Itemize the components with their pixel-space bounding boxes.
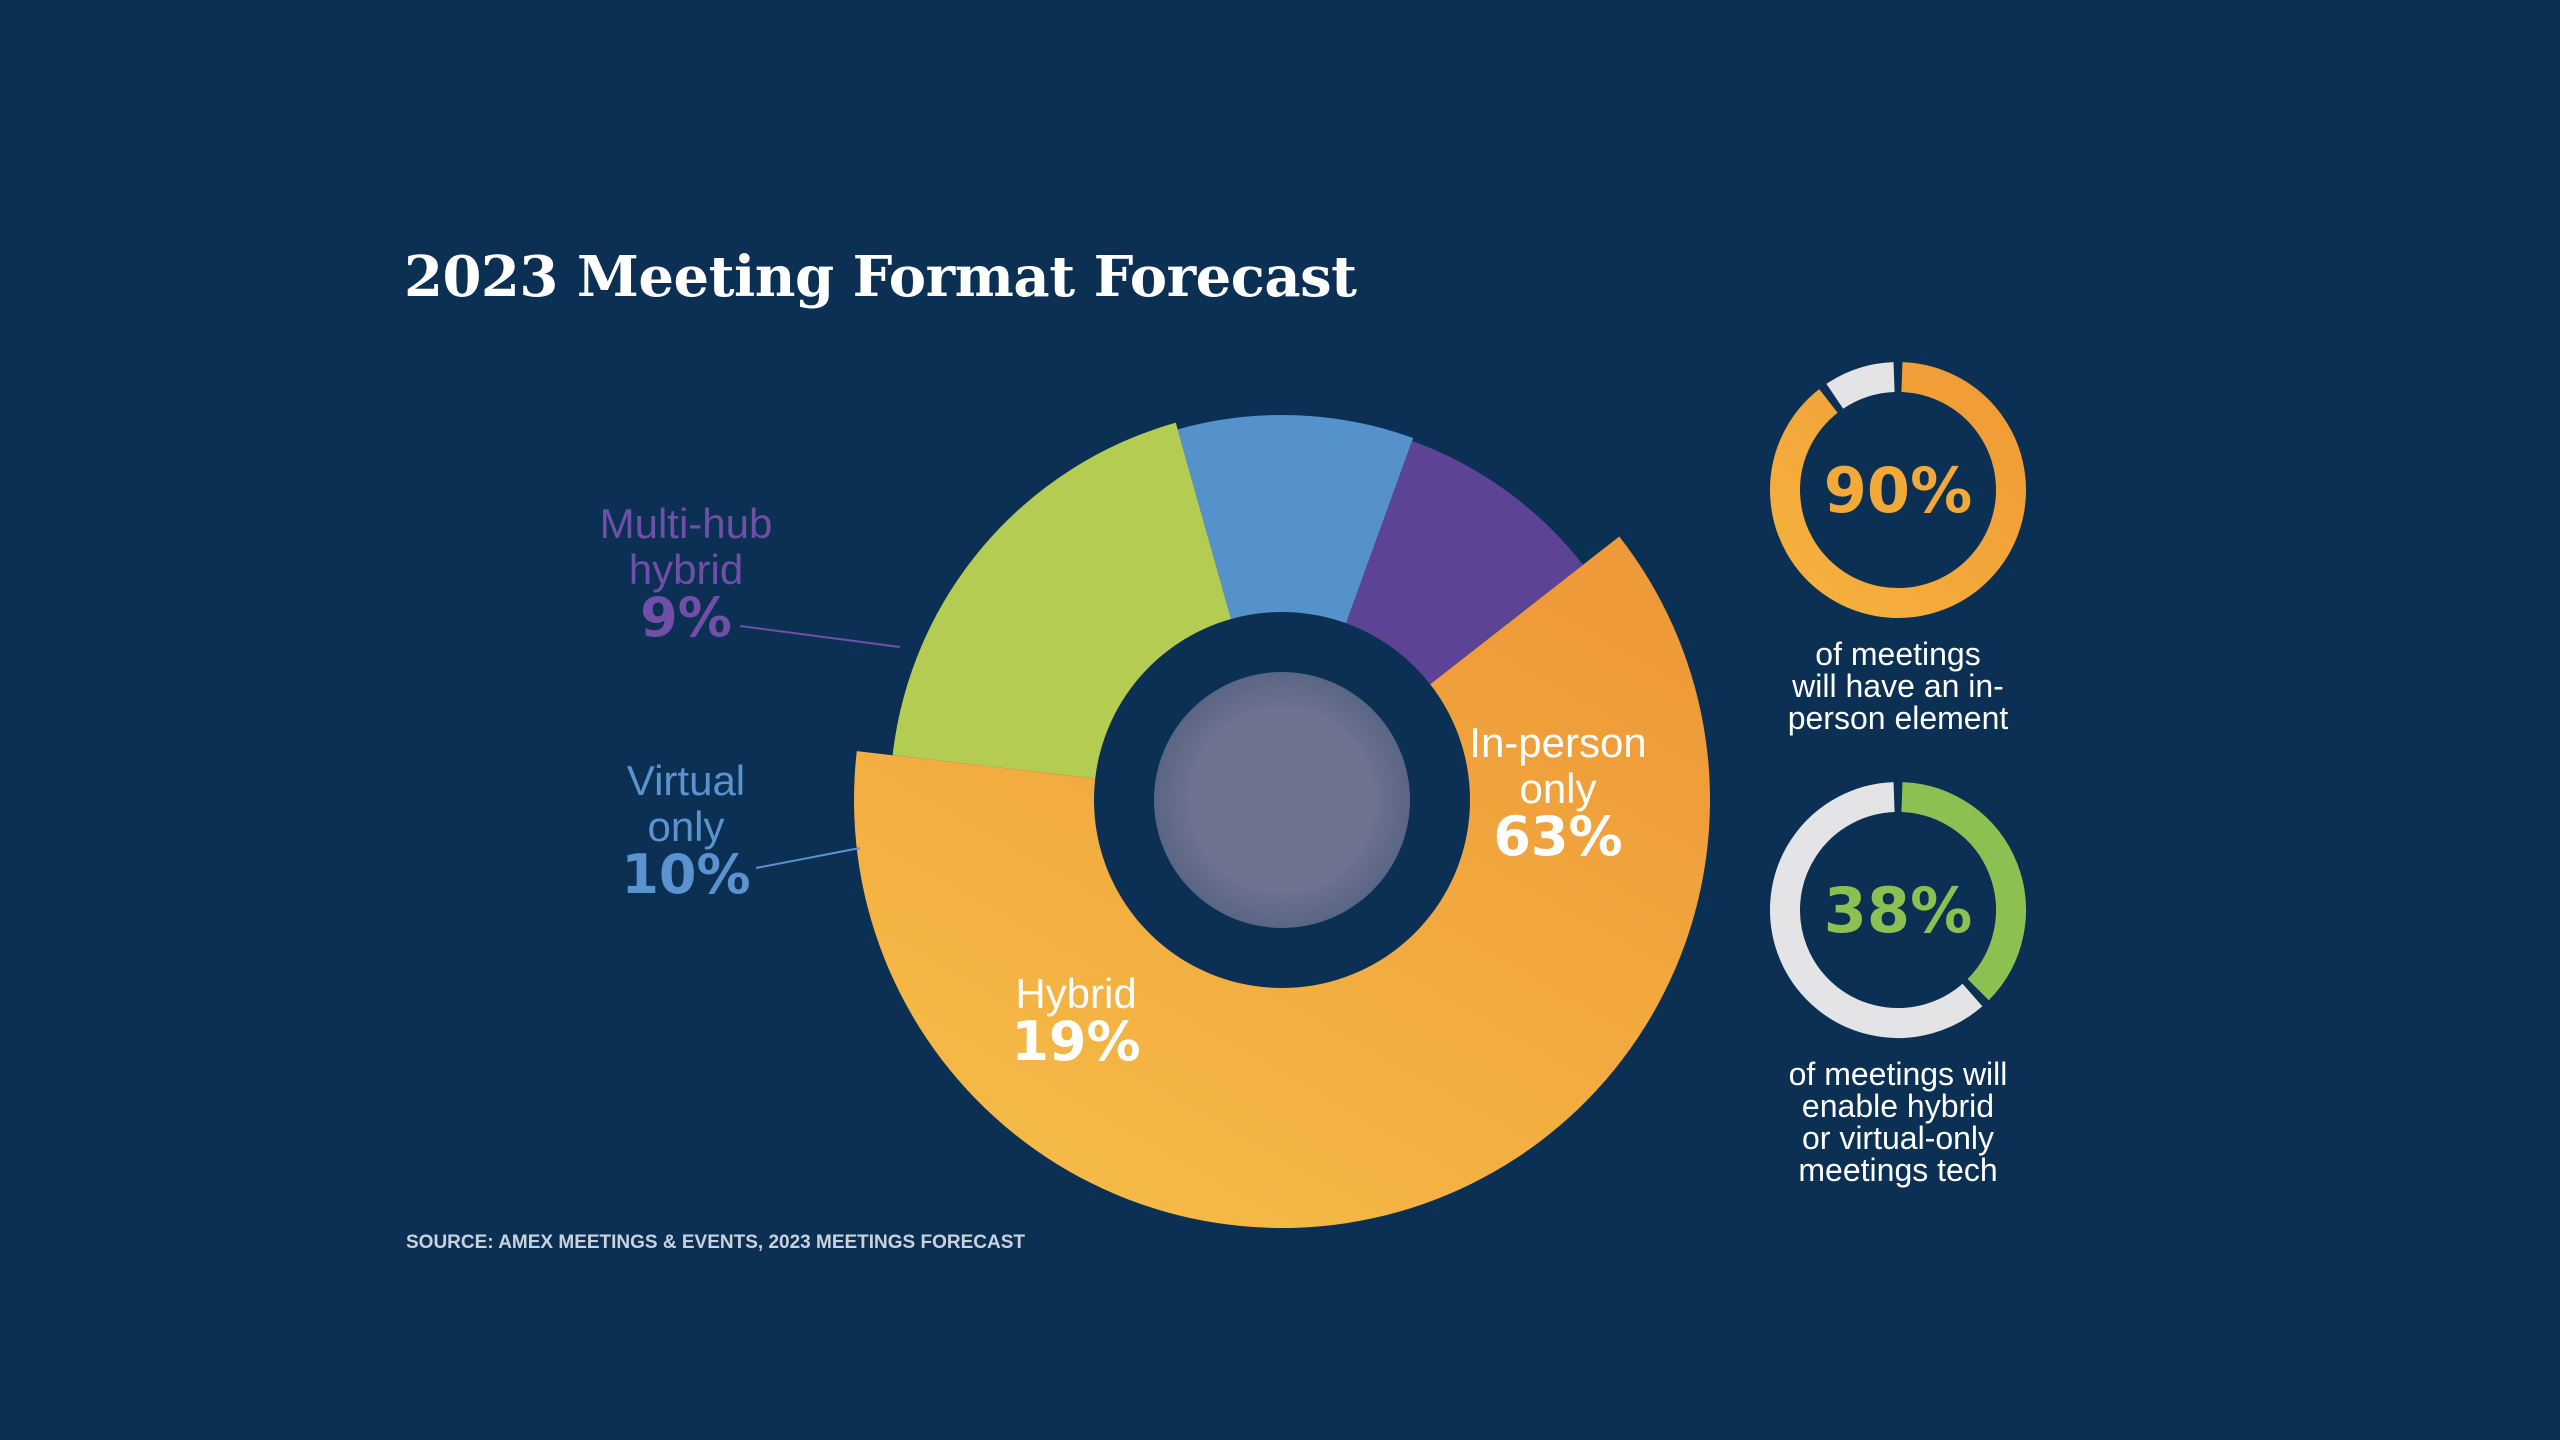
gauge-caption-line-1: of meetings [1815, 636, 1981, 672]
slice-value-hybrid: 19% [1011, 1010, 1140, 1073]
gauge-value-arc-hybrid-tech [1901, 782, 2026, 1001]
gauge-caption-hybrid-tech: of meetings will enable hybrid or virtual-… [1698, 1058, 2098, 1186]
chart-title: 2023 Meeting Format Forecast [404, 244, 1357, 310]
gauge-caption-in-person: of meetings will have an in-person elemen… [1698, 638, 2098, 734]
donut-slice-in-person-only [853, 536, 1711, 1229]
donut-slice-hybrid [892, 422, 1232, 779]
gauge-caption-line-4: meetings tech [1798, 1152, 1998, 1188]
slice-label-multi-hub-hybrid-line-1: Multi-hub [600, 500, 773, 547]
donut-slice-multi-hub-hybrid [1346, 440, 1584, 685]
gauge-caption-line-3: or virtual-only [1801, 1120, 1995, 1156]
donut-labels: In-persononly63%Hybrid19%Virtualonly10%M… [600, 500, 1647, 1073]
gauge-value-in-person: 90% [1824, 454, 1972, 527]
gauge-track-arc-hybrid-tech [1770, 782, 1983, 1038]
gauge-value-arc-in-person [1770, 362, 2026, 618]
slice-value-virtual-only: 10% [621, 843, 750, 906]
leader-line-virtual-only [755, 847, 861, 869]
donut-center-hub [1188, 706, 1376, 894]
donut-slice-virtual-only [1177, 415, 1414, 624]
slice-label-hybrid-line-1: Hybrid [1015, 970, 1136, 1017]
leader-line-multi-hub-hybrid [739, 625, 901, 648]
donut-chart [853, 415, 1711, 1229]
gauge-caption-line-2: enable hybrid [1801, 1088, 1995, 1124]
slice-label-in-person-only-line-2: only [1519, 765, 1596, 812]
slice-label-multi-hub-hybrid-line-2: hybrid [629, 546, 743, 593]
gauge-caption-line-3: person element [1787, 700, 2009, 736]
gauge-track-arc-in-person [1826, 362, 1896, 410]
slice-label-virtual-only-line-2: only [647, 803, 724, 850]
slice-label-in-person-only-line-1: In-person [1469, 719, 1646, 766]
gauge-value-hybrid-tech: 38% [1824, 874, 1972, 947]
slice-value-multi-hub-hybrid: 9% [640, 586, 732, 649]
ring-gauges: 90% 38% [1770, 362, 2026, 1038]
slice-value-in-person-only: 63% [1493, 805, 1622, 868]
slice-label-virtual-only-line-1: Virtual [627, 757, 745, 804]
gauge-caption-line-2: will have an in- [1792, 668, 2004, 704]
gauge-caption-line-1: of meetings will [1788, 1056, 2008, 1092]
source-note: SOURCE: AMEX MEETINGS & EVENTS, 2023 MEE… [406, 1232, 1026, 1253]
